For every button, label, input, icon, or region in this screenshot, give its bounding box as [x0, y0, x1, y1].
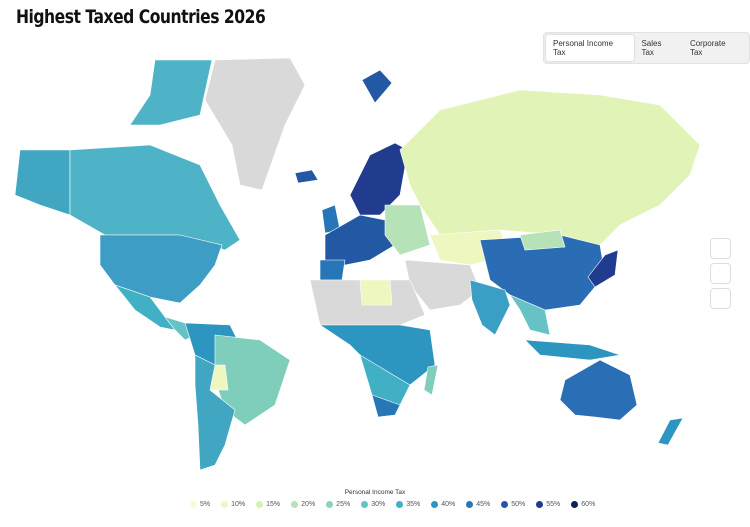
- libya: [359, 279, 393, 306]
- iceland: [294, 169, 319, 184]
- legend-swatch: [256, 501, 264, 508]
- fullscreen-button[interactable]: [710, 288, 731, 309]
- legend-swatch: [431, 501, 439, 508]
- central-africa: [319, 324, 436, 386]
- japan: [587, 249, 619, 288]
- legend-swatch: [221, 501, 229, 508]
- arctic-canada: [129, 59, 213, 126]
- legend-item[interactable]: 10%: [221, 501, 245, 508]
- legend-label: 5%: [200, 501, 211, 508]
- legend-label: 25%: [336, 501, 351, 508]
- tab[interactable]: Personal Income Tax: [546, 35, 635, 61]
- china: [479, 234, 606, 311]
- south-africa: [371, 394, 401, 418]
- alaska: [14, 149, 71, 216]
- legend-label: 30%: [371, 501, 386, 508]
- legend-swatch: [326, 501, 334, 508]
- legend-label: 15%: [266, 501, 281, 508]
- legend-item[interactable]: 15%: [256, 501, 280, 508]
- legend-swatch: [466, 501, 474, 508]
- russia: [399, 89, 701, 246]
- india: [469, 279, 511, 336]
- tab-group: Personal Income Tax Sales Tax Corporate Ta…: [543, 32, 750, 64]
- tab[interactable]: Sales Tax: [641, 39, 662, 57]
- legend: 5% 10% 15% 20% 25% 30% 35% 40% 45% 50% 55% 60%: [190, 501, 595, 508]
- scandinavia: [349, 142, 409, 216]
- legend-item[interactable]: 50%: [501, 501, 525, 508]
- usa: [99, 234, 223, 304]
- greenland: [204, 57, 306, 191]
- legend-item[interactable]: 40%: [431, 501, 455, 508]
- madagascar: [423, 364, 439, 396]
- zoom-in-button[interactable]: [710, 238, 731, 259]
- legend-label: 50%: [511, 501, 526, 508]
- legend-swatch: [571, 501, 579, 508]
- legend-item[interactable]: 60%: [571, 501, 595, 508]
- indonesia: [524, 339, 621, 361]
- legend-item[interactable]: 20%: [291, 501, 315, 508]
- legend-label: 10%: [231, 501, 246, 508]
- legend-label: 40%: [441, 501, 456, 508]
- iberia: [319, 259, 346, 281]
- eastern-europe: [384, 204, 431, 256]
- mongolia: [519, 229, 566, 251]
- legend-item[interactable]: 35%: [396, 501, 420, 508]
- legend-title: Personal Income Tax: [344, 489, 406, 496]
- zoom-out-button[interactable]: [710, 263, 731, 284]
- legend-label: 45%: [476, 501, 491, 508]
- australia: [559, 359, 638, 421]
- legend-item[interactable]: 45%: [466, 501, 490, 508]
- legend-item[interactable]: 25%: [326, 501, 350, 508]
- world-map: [14, 57, 701, 471]
- legend-swatch: [501, 501, 509, 508]
- canada: [69, 144, 241, 251]
- legend-swatch: [536, 501, 544, 508]
- legend-item[interactable]: 5%: [190, 501, 210, 508]
- legend-label: 35%: [406, 501, 421, 508]
- new-zealand: [657, 417, 684, 446]
- legend-swatch: [396, 501, 404, 508]
- legend-item[interactable]: 55%: [536, 501, 560, 508]
- legend-label: 55%: [546, 501, 561, 508]
- legend-label: 20%: [301, 501, 316, 508]
- southeast-asia: [509, 294, 551, 336]
- legend-swatch: [361, 501, 369, 508]
- svalbard: [361, 69, 393, 104]
- legend-swatch: [291, 501, 299, 508]
- title: Highest Taxed Countries 2026: [16, 6, 266, 28]
- legend-label: 60%: [581, 501, 596, 508]
- south-america-south: [194, 354, 236, 471]
- legend-swatch: [190, 501, 197, 508]
- tab[interactable]: Corporate Tax: [689, 39, 726, 57]
- legend-item[interactable]: 30%: [361, 501, 385, 508]
